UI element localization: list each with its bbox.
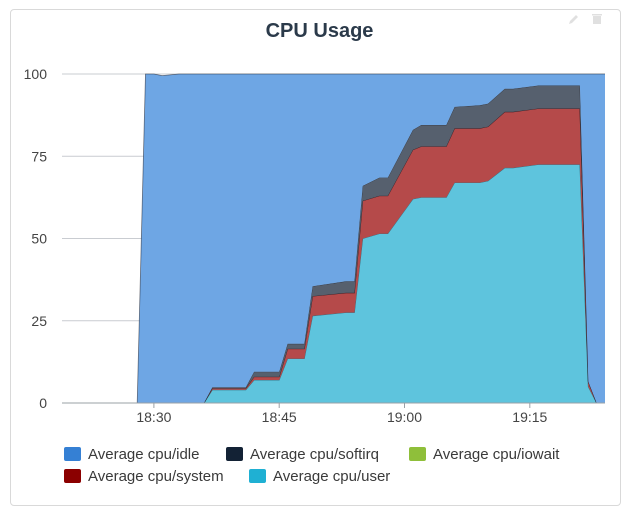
x-tick-label: 19:15 xyxy=(512,409,547,425)
legend-item-softirq[interactable]: Average cpu/softirq xyxy=(226,446,379,466)
y-tick-label: 0 xyxy=(39,395,47,411)
legend-label: Average cpu/system xyxy=(88,468,224,485)
legend-item-system[interactable]: Average cpu/system xyxy=(64,468,224,488)
legend-swatch xyxy=(64,469,81,483)
legend-label: Average cpu/softirq xyxy=(250,446,379,463)
x-tick-label: 18:30 xyxy=(136,409,171,425)
y-tick-label: 75 xyxy=(31,148,47,164)
series-user-area xyxy=(62,164,605,403)
x-tick-label: 19:00 xyxy=(387,409,422,425)
legend-swatch xyxy=(409,447,426,461)
legend-swatch xyxy=(64,447,81,461)
y-tick-label: 100 xyxy=(24,66,48,82)
y-tick-label: 50 xyxy=(31,231,47,247)
legend-label: Average cpu/user xyxy=(273,468,391,485)
trash-icon[interactable] xyxy=(591,13,603,25)
series-idle-line xyxy=(62,73,605,404)
series-idle-area xyxy=(62,74,605,403)
chart-title: CPU Usage xyxy=(265,20,374,42)
x-tick-label: 18:45 xyxy=(262,409,297,425)
legend-item-user[interactable]: Average cpu/user xyxy=(249,468,390,488)
pencil-icon[interactable] xyxy=(568,13,580,25)
legend-item-idle[interactable]: Average cpu/idle xyxy=(64,446,199,466)
legend-item-iowait[interactable]: Average cpu/iowait xyxy=(409,446,559,466)
series-system-area xyxy=(62,108,605,403)
legend-label: Average cpu/idle xyxy=(88,446,200,463)
legend-swatch xyxy=(226,447,243,461)
y-tick-label: 25 xyxy=(31,313,47,329)
legend-label: Average cpu/iowait xyxy=(433,446,560,463)
legend-swatch xyxy=(249,469,266,483)
